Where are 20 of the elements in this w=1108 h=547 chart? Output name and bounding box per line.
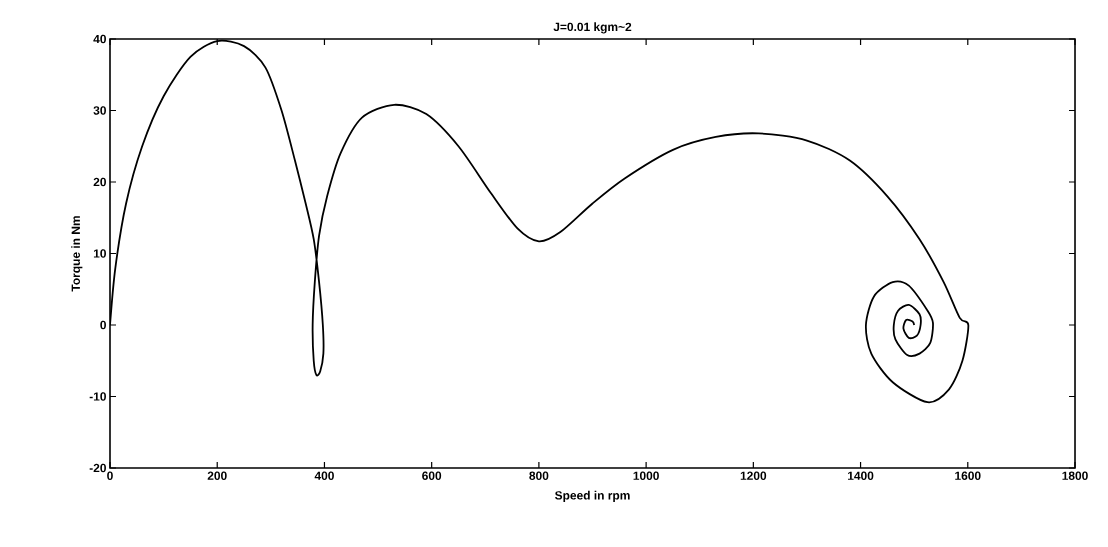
- y-tick-label: 20: [93, 177, 106, 187]
- chart-title: J=0.01 kgm~2: [553, 22, 632, 34]
- x-tick-label: 200: [207, 471, 227, 480]
- y-tick-label: -20: [89, 463, 106, 473]
- x-tick-label: 1800: [1062, 471, 1088, 480]
- x-tick-label: 600: [422, 471, 442, 480]
- x-tick-label: 400: [314, 471, 334, 480]
- x-tick-label: 1000: [633, 471, 659, 480]
- x-tick-label: 1200: [740, 471, 767, 480]
- x-tick-label: 1600: [955, 471, 981, 480]
- x-axis-title: Speed in rpm: [554, 490, 630, 502]
- y-tick-label: 0: [100, 320, 106, 330]
- x-tick-label: 1400: [848, 471, 874, 480]
- x-tick-label: 800: [529, 471, 549, 480]
- y-tick-label: 40: [93, 34, 106, 44]
- y-tick-label: 10: [93, 249, 106, 258]
- y-axis-title: Torque in Nm: [71, 216, 83, 292]
- y-tick-label: 30: [93, 106, 106, 115]
- y-tick-label: -10: [89, 392, 106, 401]
- x-tick-label: 0: [107, 471, 113, 480]
